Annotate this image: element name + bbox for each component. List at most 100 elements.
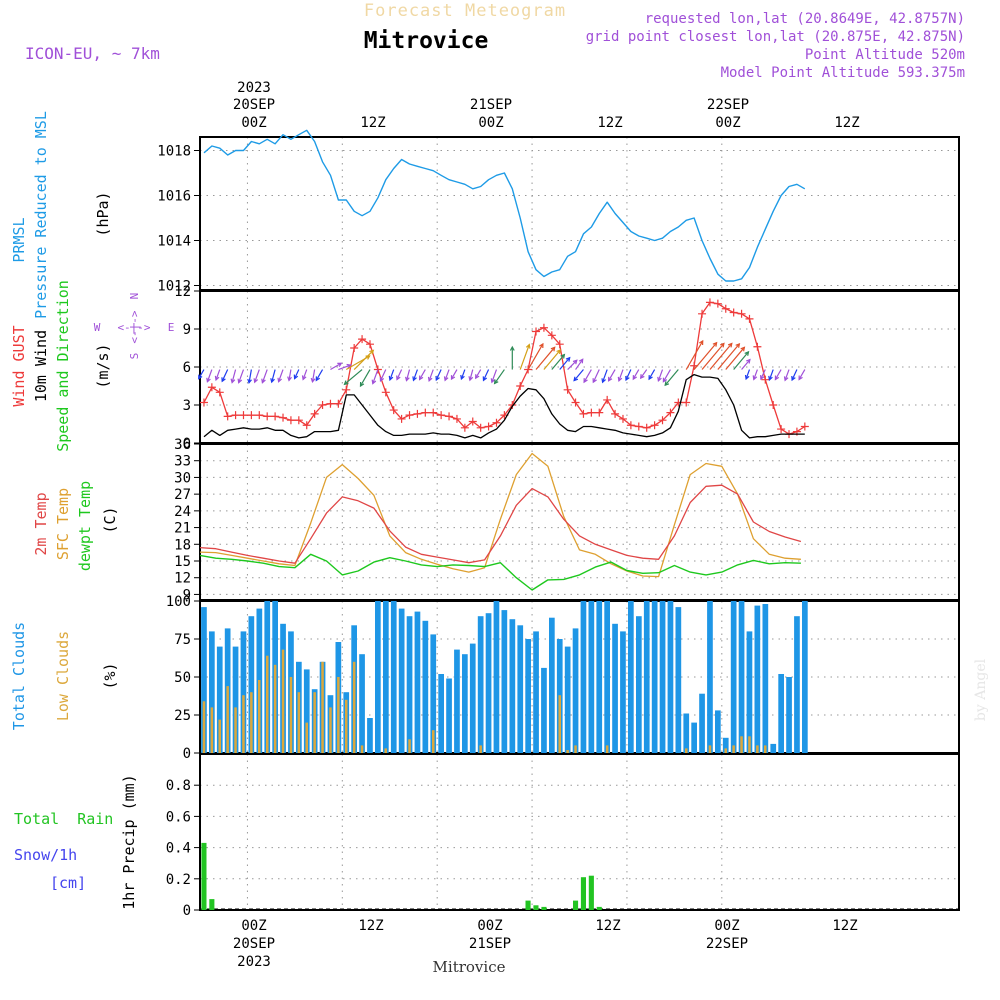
- wind-arrow-head-29: [427, 376, 433, 382]
- wind-arrow-head-70: [752, 375, 758, 381]
- low-cloud-bar-29: [432, 730, 435, 753]
- low-cloud-bar-4: [234, 707, 237, 753]
- ytick-label-temperature-6: 27: [174, 487, 191, 503]
- gust-point-43: [539, 323, 548, 332]
- gust-point-21: [365, 340, 374, 349]
- total-cloud-bar-57: [651, 601, 658, 753]
- gust-point-22: [373, 365, 382, 374]
- low-cloud-bar-2: [218, 719, 221, 753]
- wind-arrow-13: [302, 369, 308, 380]
- wind-arrow-40: [519, 344, 530, 370]
- total-cloud-bar-20: [359, 654, 365, 753]
- low-cloud-bar-10: [281, 649, 285, 753]
- total-cloud-bar-73: [778, 674, 784, 753]
- bottom-hour-00z-2: 00Z: [477, 918, 502, 934]
- wind-arrow-9: [271, 369, 276, 383]
- wind-arrow-head-52: [607, 376, 613, 382]
- wind-arrow-12: [294, 369, 300, 379]
- precip-label-rain: Total Rain: [14, 810, 113, 828]
- precip-label-cm: [cm]: [50, 874, 86, 892]
- pressure-unit: (hPa): [94, 191, 112, 236]
- wind-arrow-41: [527, 343, 544, 370]
- gust-point-23: [381, 388, 390, 397]
- total-cloud-bar-28: [422, 620, 429, 753]
- wind-arrow-head-57: [648, 375, 653, 381]
- wind-arrow-head-12: [293, 374, 299, 380]
- wind-arrow-head-7: [253, 378, 259, 384]
- wind-arrow-head-4: [230, 378, 236, 384]
- wind-arrow-head-62: [712, 341, 718, 347]
- wind-arrow-head-48: [573, 376, 579, 382]
- wind-arrow-head-32: [450, 375, 456, 381]
- temp2m-line: [199, 484, 802, 564]
- low-cloud-bar-67: [732, 745, 735, 753]
- total-cloud-bar-33: [462, 654, 468, 753]
- compass-rose-vertical: <-|->: [128, 310, 141, 343]
- gust-point-6: [247, 411, 256, 420]
- wind-arrow-20: [344, 369, 363, 385]
- ytick-label-clouds-0: 0: [183, 746, 191, 762]
- wind-arrow-53: [618, 369, 624, 382]
- total-cloud-bar-76: [802, 601, 808, 753]
- wind-arrow-head-71: [760, 375, 765, 381]
- gust-point-27: [413, 409, 422, 418]
- wind-arrow-25: [396, 369, 403, 380]
- gust-point-5: [239, 411, 248, 420]
- wind-arrow-19: [353, 350, 374, 370]
- ytick-label-clouds-3: 75: [174, 632, 191, 648]
- total-cloud-bar-59: [667, 601, 674, 753]
- wind-arrow-36: [482, 369, 490, 381]
- gust-point-53: [618, 414, 627, 423]
- gust-point-73: [777, 425, 786, 434]
- gust-point-20: [358, 335, 367, 344]
- gust-point-47: [571, 398, 580, 407]
- total-cloud-bar-68: [738, 601, 745, 753]
- wind-arrow-head-15: [315, 376, 321, 382]
- wind-arrow-33: [460, 369, 466, 380]
- low-cloud-bar-35: [479, 745, 482, 753]
- top-hour-12z-2: 12Z: [597, 115, 622, 131]
- total-cloud-bar-22: [375, 601, 381, 753]
- total-cloud-bar-38: [501, 610, 508, 753]
- low-cloud-bar-46: [566, 750, 569, 753]
- total-cloud-bar-71: [762, 604, 769, 753]
- rain-bar-3: [533, 905, 539, 910]
- ytick-label-precip-4: 0.8: [166, 778, 191, 794]
- wind-arrow-head-72: [768, 375, 773, 382]
- gust-point-63: [698, 309, 707, 318]
- ytick-label-temperature-8: 33: [174, 454, 191, 470]
- gust-point-14: [310, 409, 319, 418]
- cloud-label-total: Total Clouds: [10, 622, 28, 730]
- wind-unit: (m/s): [94, 343, 112, 388]
- subtitle: Forecast Meteogram: [364, 1, 566, 21]
- top-date-21sep: 21SEP: [470, 97, 512, 113]
- low-cloud-bar-26: [408, 739, 411, 753]
- wind-arrow-32: [450, 369, 458, 380]
- low-cloud-bar-12: [297, 692, 301, 753]
- total-cloud-bar-60: [675, 607, 682, 753]
- temp-label-sfc: SFC Temp: [54, 488, 72, 560]
- wind-arrow-0: [198, 369, 205, 379]
- gust-point-54: [626, 421, 635, 430]
- wind-arrow-head-49: [583, 378, 588, 384]
- wind-arrow-58: [657, 369, 664, 382]
- total-cloud-bar-21: [367, 718, 373, 753]
- top-hour-12z-3: 12Z: [834, 115, 859, 131]
- gust-point-61: [682, 398, 691, 407]
- top-date-22sep: 22SEP: [707, 97, 749, 113]
- total-cloud-bar-44: [549, 617, 555, 753]
- compass-east: E: [168, 321, 175, 334]
- wind-label-10m: 10m Wind: [32, 330, 50, 402]
- gust-point-72: [769, 401, 778, 409]
- gust-point-32: [452, 414, 461, 423]
- low-cloud-bar-8: [266, 655, 269, 753]
- low-cloud-bar-70: [756, 745, 759, 753]
- top-date-20sep: 20SEP: [233, 97, 275, 113]
- wind-arrow-67: [733, 351, 749, 370]
- wind-arrow-48: [573, 369, 584, 382]
- wind-arrow-head-53: [617, 376, 623, 382]
- watermark: by Angel: [973, 658, 989, 721]
- wind-arrow-head-47: [578, 358, 584, 364]
- total-cloud-bar-66: [722, 737, 729, 753]
- footer-location: Mitrovice: [433, 958, 506, 976]
